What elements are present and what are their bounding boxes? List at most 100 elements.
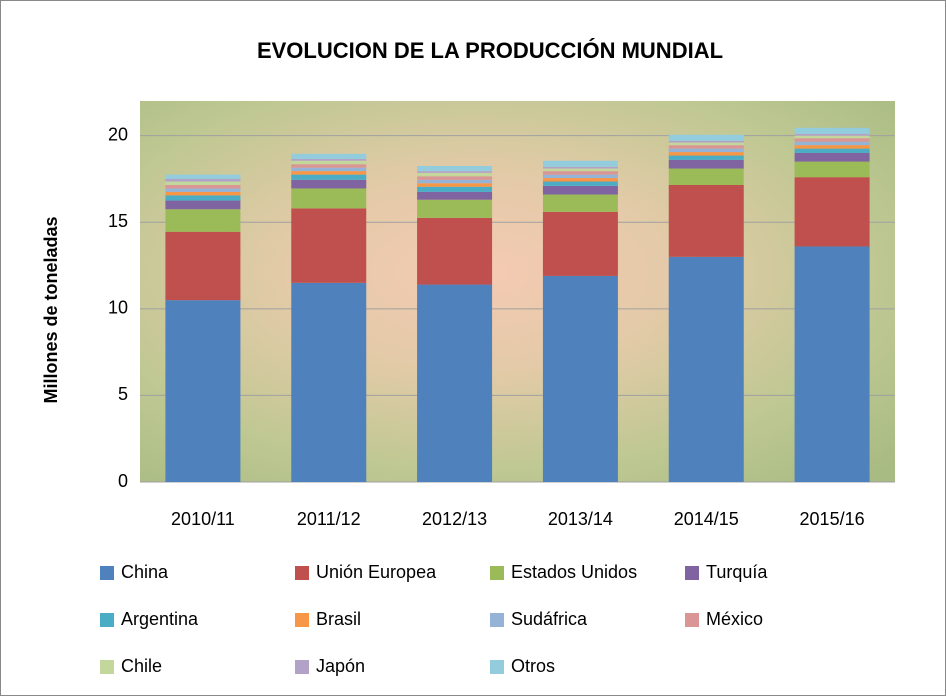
y-tick-label: 20	[108, 124, 128, 144]
bar-segment	[165, 188, 240, 191]
bar-segment	[417, 200, 492, 218]
bar-segment	[165, 195, 240, 200]
bar-segment	[543, 182, 618, 186]
legend-swatch	[295, 613, 309, 627]
bar-segment	[795, 246, 870, 482]
bar-segment	[795, 142, 870, 145]
legend-swatch	[295, 566, 309, 580]
x-tick-label: 2014/15	[674, 509, 739, 529]
bar-segment	[543, 195, 618, 212]
legend-swatch	[100, 613, 114, 627]
bar-segment	[543, 171, 618, 174]
x-tick-label: 2013/14	[548, 509, 613, 529]
bar-segment	[291, 159, 366, 161]
y-tick-label: 5	[118, 384, 128, 404]
legend-label: China	[121, 562, 169, 582]
bar-segment	[543, 161, 618, 167]
bar-segment	[417, 173, 492, 176]
legend-swatch	[100, 660, 114, 674]
bar-segment	[165, 192, 240, 195]
bar-segment	[543, 178, 618, 181]
legend-label: México	[706, 609, 763, 629]
legend-label: Sudáfrica	[511, 609, 588, 629]
bar-segment	[795, 149, 870, 153]
bar-segment	[165, 175, 240, 179]
legend-label: Otros	[511, 656, 555, 676]
bar-segment	[291, 208, 366, 282]
bar-segment	[165, 232, 240, 300]
bar-segment	[417, 187, 492, 192]
bar-segment	[669, 152, 744, 155]
legend-label: Estados Unidos	[511, 562, 637, 582]
bar-segment	[669, 160, 744, 169]
bar-segment	[795, 177, 870, 246]
bar-segment	[669, 257, 744, 482]
y-tick-label: 15	[108, 211, 128, 231]
bar-segment	[795, 138, 870, 141]
bar-segment	[795, 134, 870, 136]
legend-label: Japón	[316, 656, 365, 676]
bar-segment	[543, 175, 618, 178]
chart-title: EVOLUCION DE LA PRODUCCIÓN MUNDIAL	[257, 38, 723, 63]
bar-segment	[543, 167, 618, 169]
bar-segment	[417, 171, 492, 173]
bar-segment	[291, 175, 366, 180]
legend-swatch	[490, 566, 504, 580]
legend-swatch	[295, 660, 309, 674]
chart: EVOLUCION DE LA PRODUCCIÓN MUNDIAL Millo…	[0, 0, 946, 696]
bar-segment	[669, 156, 744, 160]
bar-segment	[795, 145, 870, 148]
bar-segment	[417, 166, 492, 171]
bar-segment	[165, 209, 240, 232]
bar-segment	[669, 141, 744, 143]
bar-segment	[417, 176, 492, 179]
bar-segment	[795, 162, 870, 178]
bar-segment	[291, 164, 366, 167]
bar-segment	[543, 169, 618, 172]
bar-segment	[543, 212, 618, 276]
bar-segment	[291, 180, 366, 189]
bar-segment	[669, 149, 744, 152]
bar-segment	[291, 283, 366, 482]
y-tick-label: 0	[118, 471, 128, 491]
bar-segment	[291, 171, 366, 174]
bar-segment	[165, 182, 240, 185]
legend-label: Unión Europea	[316, 562, 437, 582]
bar-segment	[291, 161, 366, 164]
legend-swatch	[685, 566, 699, 580]
legend-swatch	[490, 660, 504, 674]
legend-swatch	[100, 566, 114, 580]
bar-segment	[795, 136, 870, 139]
legend-swatch	[490, 613, 504, 627]
y-tick-label: 10	[108, 298, 128, 318]
bar-segment	[417, 183, 492, 186]
bar-segment	[165, 201, 240, 210]
bar-segment	[417, 180, 492, 183]
bar-segment	[165, 185, 240, 188]
bar-segment	[543, 276, 618, 482]
x-tick-label: 2010/11	[171, 509, 235, 529]
bar-segment	[165, 300, 240, 482]
bar-segment	[165, 179, 240, 182]
bar-segment	[795, 153, 870, 162]
legend-label: Turquía	[706, 562, 768, 582]
bar-segment	[291, 188, 366, 208]
x-tick-label: 2012/13	[422, 509, 487, 529]
bar-segment	[417, 285, 492, 482]
bar-segment	[669, 143, 744, 146]
y-axis-title: Millones de toneladas	[41, 216, 61, 403]
legend-swatch	[685, 613, 699, 627]
plot-background	[140, 101, 895, 482]
bar-segment	[795, 128, 870, 134]
legend-label: Argentina	[121, 609, 199, 629]
legend-label: Brasil	[316, 609, 361, 629]
bar-segment	[669, 169, 744, 185]
bar-segment	[417, 218, 492, 285]
bar-segment	[669, 185, 744, 257]
bar-segment	[291, 154, 366, 159]
legend-label: Chile	[121, 656, 162, 676]
x-tick-label: 2015/16	[800, 509, 865, 529]
x-tick-label: 2011/12	[297, 509, 361, 529]
bar-segment	[669, 145, 744, 148]
bar-segment	[417, 192, 492, 200]
